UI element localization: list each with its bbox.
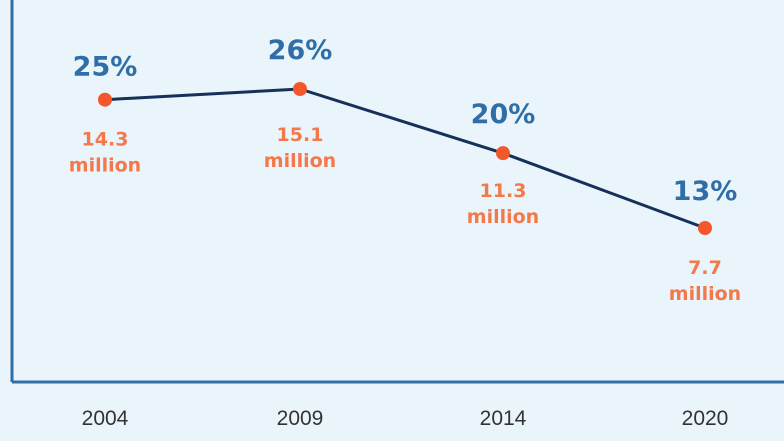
count-label-line: million xyxy=(467,206,539,228)
x-tick-label: 2014 xyxy=(480,407,527,430)
x-tick-label: 2020 xyxy=(682,407,729,430)
count-label-line: 7.7 xyxy=(688,257,722,279)
count-label-line: 14.3 xyxy=(82,129,129,151)
percent-label-2009: 26% xyxy=(268,35,333,66)
percent-label-2004: 25% xyxy=(73,52,138,83)
data-marks: 25% 14.3 million 26% 15.1 million 20% 11.3 milli… xyxy=(69,35,741,305)
x-tick-label: 2004 xyxy=(82,407,129,430)
count-label-line: 11.3 xyxy=(480,180,527,202)
count-label-2020: 7.7 million xyxy=(669,257,741,305)
count-label-2009: 15.1 million xyxy=(264,124,336,172)
data-point-2009 xyxy=(293,82,307,96)
percent-label-2014: 20% xyxy=(471,99,536,130)
count-label-line: 15.1 xyxy=(277,124,324,146)
data-point-2020 xyxy=(698,221,712,235)
data-point-2014 xyxy=(496,146,510,161)
count-label-line: million xyxy=(69,155,141,177)
count-label-2014: 11.3 million xyxy=(467,180,539,228)
series-line xyxy=(104,87,706,230)
count-label-line: million xyxy=(264,150,336,172)
x-tick-labels: 2004 2009 2014 2020 xyxy=(82,407,729,430)
x-tick-label: 2009 xyxy=(277,407,324,430)
count-label-line: million xyxy=(669,283,741,305)
data-point-2004 xyxy=(98,92,112,107)
percent-label-2020: 13% xyxy=(673,176,738,207)
count-label-2004: 14.3 million xyxy=(69,129,141,177)
